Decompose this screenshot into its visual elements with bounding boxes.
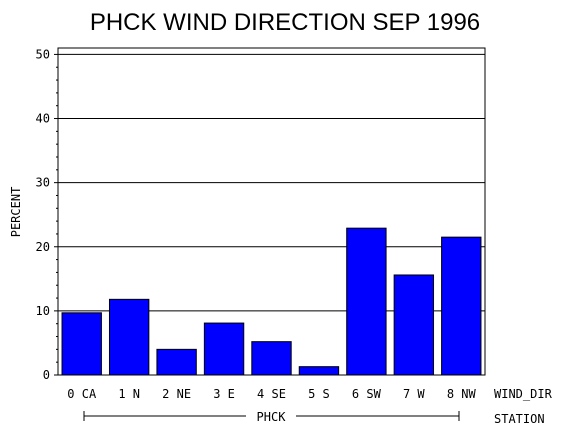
x-tick-label: 4 SE xyxy=(257,387,286,401)
bar xyxy=(251,341,292,376)
bar xyxy=(298,366,340,376)
x-tick-label: 1 N xyxy=(118,387,140,401)
group-bracket: PHCK xyxy=(83,410,460,424)
y-tick-label: 10 xyxy=(36,304,50,318)
bar xyxy=(346,227,387,376)
y-tick-label: 40 xyxy=(36,112,50,126)
gridlines xyxy=(58,53,485,312)
y-tick-label: 0 xyxy=(43,368,50,382)
bar xyxy=(441,236,482,376)
bar xyxy=(108,298,150,376)
y-tick-label: 20 xyxy=(36,240,50,254)
bar xyxy=(203,322,245,376)
group-axis-label: STATION xyxy=(494,412,545,426)
x-tick-label: 5 S xyxy=(308,387,330,401)
bars xyxy=(61,227,482,376)
x-tick-label: 3 E xyxy=(213,387,235,401)
y-axis-label: PERCENT xyxy=(9,187,23,238)
x-tick-label: 0 CA xyxy=(67,387,97,401)
x-tick-label: 7 W xyxy=(403,387,425,401)
chart-title: PHCK WIND DIRECTION SEP 1996 xyxy=(90,9,480,36)
group-label: PHCK xyxy=(257,410,287,424)
x-axis-labels: 0 CA 1 N 2 NE 3 E 4 SE 5 S 6 SW 7 W 8 NW xyxy=(67,387,476,401)
x-tick-label: 6 SW xyxy=(352,387,382,401)
y-axis-ticks: 0 10 20 30 40 50 xyxy=(36,47,58,382)
plot-frame xyxy=(57,47,486,376)
bar xyxy=(156,348,197,376)
x-tick-label: 2 NE xyxy=(162,387,191,401)
y-tick-label: 50 xyxy=(36,47,50,61)
x-tick-label: 8 NW xyxy=(447,387,477,401)
y-tick-label: 30 xyxy=(36,176,50,190)
x-axis-label: WIND_DIR xyxy=(494,387,553,401)
bar xyxy=(61,312,102,376)
bar xyxy=(393,274,435,376)
